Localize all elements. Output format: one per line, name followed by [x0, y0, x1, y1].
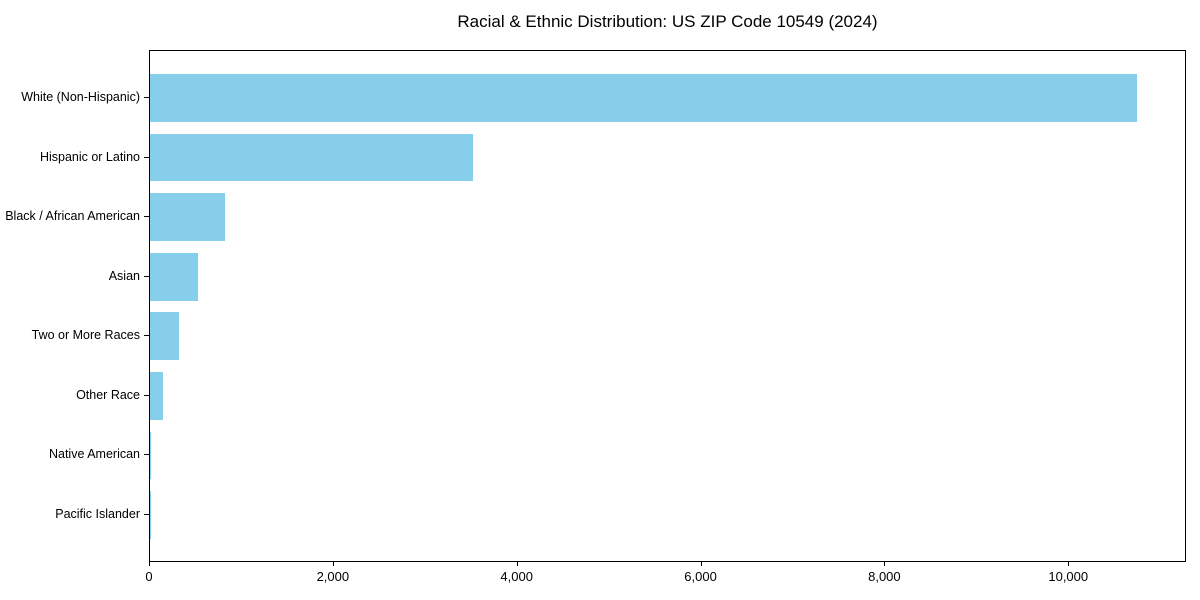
y-tick-label-native-american: Native American: [48, 447, 140, 462]
y-tick-mark: [144, 394, 149, 396]
x-tick-mark: [884, 562, 886, 566]
y-tick-label-asian: Asian: [108, 268, 140, 283]
x-tick-mark: [149, 562, 150, 566]
y-tick-label-white-non-hispanic: White (Non-Hispanic): [21, 90, 140, 105]
bar-black-african-american: [150, 193, 225, 241]
x-tick-mark: [1068, 562, 1070, 566]
y-tick-label-other-race: Other Race: [76, 387, 140, 402]
x-tick-label-10,000: 10,000: [1048, 569, 1089, 584]
plot-area: [149, 50, 1186, 562]
x-tick-mark: [700, 562, 702, 566]
y-tick-label-two-or-more-races: Two or More Races: [31, 328, 140, 343]
y-tick-mark: [144, 156, 149, 158]
bar-other-race: [150, 372, 164, 420]
chart-title: Racial & Ethnic Distribution: US ZIP Cod…: [457, 12, 878, 31]
x-tick-mark: [332, 562, 334, 566]
y-tick-mark: [144, 513, 149, 515]
y-tick-mark: [144, 335, 149, 337]
x-tick-mark: [516, 562, 518, 566]
x-tick-label-6,000: 6,000: [684, 569, 717, 584]
y-tick-label-hispanic-or-latino: Hispanic or Latino: [39, 149, 140, 164]
x-tick-label-4,000: 4,000: [500, 569, 533, 584]
x-tick-label-0: 0: [145, 569, 153, 584]
bar-white-non-hispanic: [150, 74, 1138, 122]
x-tick-label-8,000: 8,000: [868, 569, 901, 584]
y-tick-label-pacific-islander: Pacific Islander: [55, 506, 140, 521]
y-tick-label-black-african-american: Black / African American: [5, 209, 140, 224]
y-tick-mark: [144, 454, 149, 456]
y-tick-mark: [144, 216, 149, 218]
bar-asian: [150, 252, 198, 301]
bar-hispanic-or-latino: [150, 133, 473, 182]
x-tick-label-2,000: 2,000: [316, 569, 350, 584]
bar-two-or-more-races: [150, 312, 180, 361]
y-tick-mark: [144, 97, 149, 99]
y-tick-mark: [144, 275, 149, 277]
